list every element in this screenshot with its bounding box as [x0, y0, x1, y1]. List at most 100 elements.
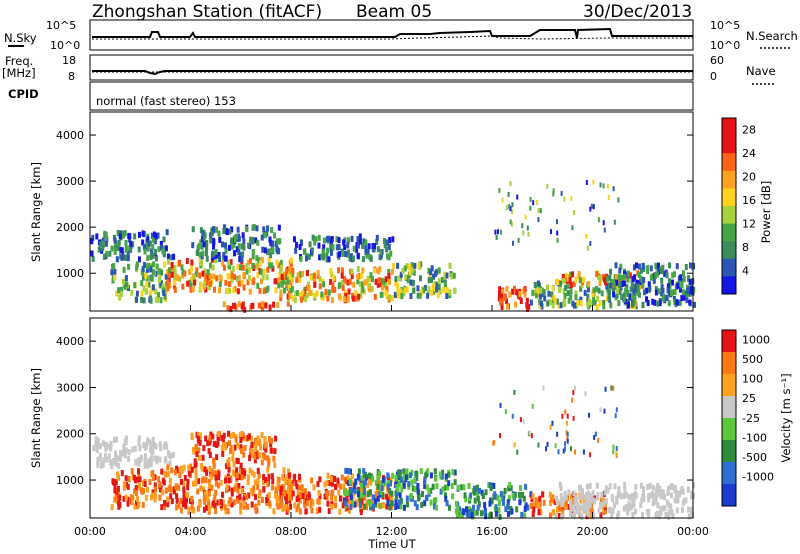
heatmap-cell	[363, 479, 367, 486]
heatmap-cell	[434, 504, 438, 511]
heatmap-cell	[357, 468, 361, 475]
heatmap-cell	[660, 277, 664, 284]
heatmap-cell	[543, 295, 547, 302]
heatmap-cell	[204, 504, 208, 511]
heatmap-cell	[280, 273, 284, 280]
heatmap-cell	[560, 501, 564, 508]
heatmap-cell	[195, 444, 199, 451]
y-tick-label: 1000	[56, 267, 84, 280]
heatmap-cell	[243, 470, 247, 477]
heatmap-cell	[331, 286, 335, 293]
heatmap-cell	[454, 500, 458, 507]
heatmap-cell	[267, 492, 271, 499]
heatmap-cell	[303, 494, 307, 501]
heatmap-cell	[284, 494, 288, 501]
heatmap-cell	[471, 504, 475, 511]
heatmap-cell	[154, 270, 158, 277]
heatmap-cell	[201, 236, 205, 243]
heatmap-cell	[262, 226, 266, 233]
heatmap-cell	[182, 480, 186, 487]
heatmap-cell	[105, 456, 109, 463]
heatmap-cell	[606, 487, 610, 494]
heatmap-cell	[386, 500, 390, 507]
heatmap-cell	[327, 508, 331, 515]
heatmap-cell	[224, 444, 228, 451]
colorbar-tick-label: -500	[742, 451, 767, 464]
heatmap-cell	[213, 503, 217, 510]
heatmap-cell	[350, 235, 354, 242]
heatmap-cell	[418, 292, 422, 299]
heatmap-cell	[384, 493, 388, 500]
heatmap-cell	[296, 490, 300, 497]
heatmap-cell	[251, 279, 255, 286]
heatmap-cell	[171, 451, 175, 458]
heatmap-cell	[417, 262, 421, 269]
heatmap-cell	[418, 275, 422, 282]
colorbar-swatch	[722, 153, 736, 172]
heatmap-cell	[118, 233, 122, 240]
heatmap-cell	[622, 273, 626, 280]
heatmap-cell	[590, 496, 594, 503]
heatmap-cell	[377, 502, 381, 509]
heatmap-cell	[194, 474, 198, 481]
heatmap-cell	[111, 277, 115, 284]
heatmap-cell	[532, 200, 535, 206]
heatmap-cell	[633, 295, 637, 302]
heatmap-cell	[566, 494, 570, 501]
heatmap-cell	[151, 261, 155, 268]
heatmap-cell	[560, 513, 564, 520]
heatmap-cell	[297, 473, 301, 480]
heatmap-cell	[213, 493, 217, 500]
heatmap-cell	[320, 291, 324, 298]
heatmap-cell	[191, 446, 195, 453]
heatmap-cell	[388, 491, 392, 498]
heatmap-cell	[165, 443, 169, 450]
heatmap-cell	[551, 285, 555, 292]
heatmap-cell	[159, 297, 163, 304]
heatmap-cell	[400, 293, 404, 300]
heatmap-cell	[124, 240, 128, 247]
heatmap-cell	[245, 262, 249, 269]
heatmap-cell	[651, 500, 655, 507]
heatmap-cell	[309, 274, 313, 281]
heatmap-cell	[396, 282, 400, 289]
heatmap-cell	[444, 473, 448, 480]
heatmap-cell	[221, 450, 225, 457]
heatmap-cell	[291, 267, 295, 274]
heatmap-cell	[359, 509, 363, 516]
heatmap-cell	[643, 289, 647, 296]
heatmap-cell	[388, 487, 392, 494]
heatmap-cell	[255, 225, 259, 232]
heatmap-cell	[140, 290, 144, 297]
heatmap-cell	[545, 446, 548, 452]
heatmap-cell	[397, 292, 401, 299]
heatmap-cell	[337, 244, 341, 251]
heatmap-cell	[197, 437, 201, 444]
heatmap-cell	[217, 230, 221, 237]
heatmap-cell	[161, 283, 165, 290]
heatmap-cell	[467, 482, 471, 489]
heatmap-cell	[221, 499, 225, 506]
heatmap-cell	[368, 286, 372, 293]
heatmap-cell	[395, 489, 399, 496]
heatmap-cell	[131, 446, 135, 453]
heatmap-cell	[114, 479, 118, 486]
heatmap-cell	[460, 511, 464, 518]
heatmap-cell	[195, 451, 199, 458]
heatmap-cell	[620, 274, 624, 281]
heatmap-cell	[381, 502, 385, 509]
heatmap-cell	[112, 263, 116, 270]
heatmap-cell	[273, 448, 277, 455]
heatmap-cell	[272, 301, 276, 308]
heatmap-cell	[206, 499, 210, 506]
heatmap-cell	[295, 290, 299, 297]
heatmap-cell	[214, 480, 218, 487]
heatmap-cell	[236, 226, 240, 233]
heatmap-cell	[597, 274, 601, 281]
heatmap-cell	[567, 489, 571, 496]
heatmap-cell	[686, 284, 690, 291]
heatmap-cell	[298, 508, 302, 515]
heatmap-cell	[501, 197, 504, 203]
heatmap-cell	[203, 281, 207, 288]
